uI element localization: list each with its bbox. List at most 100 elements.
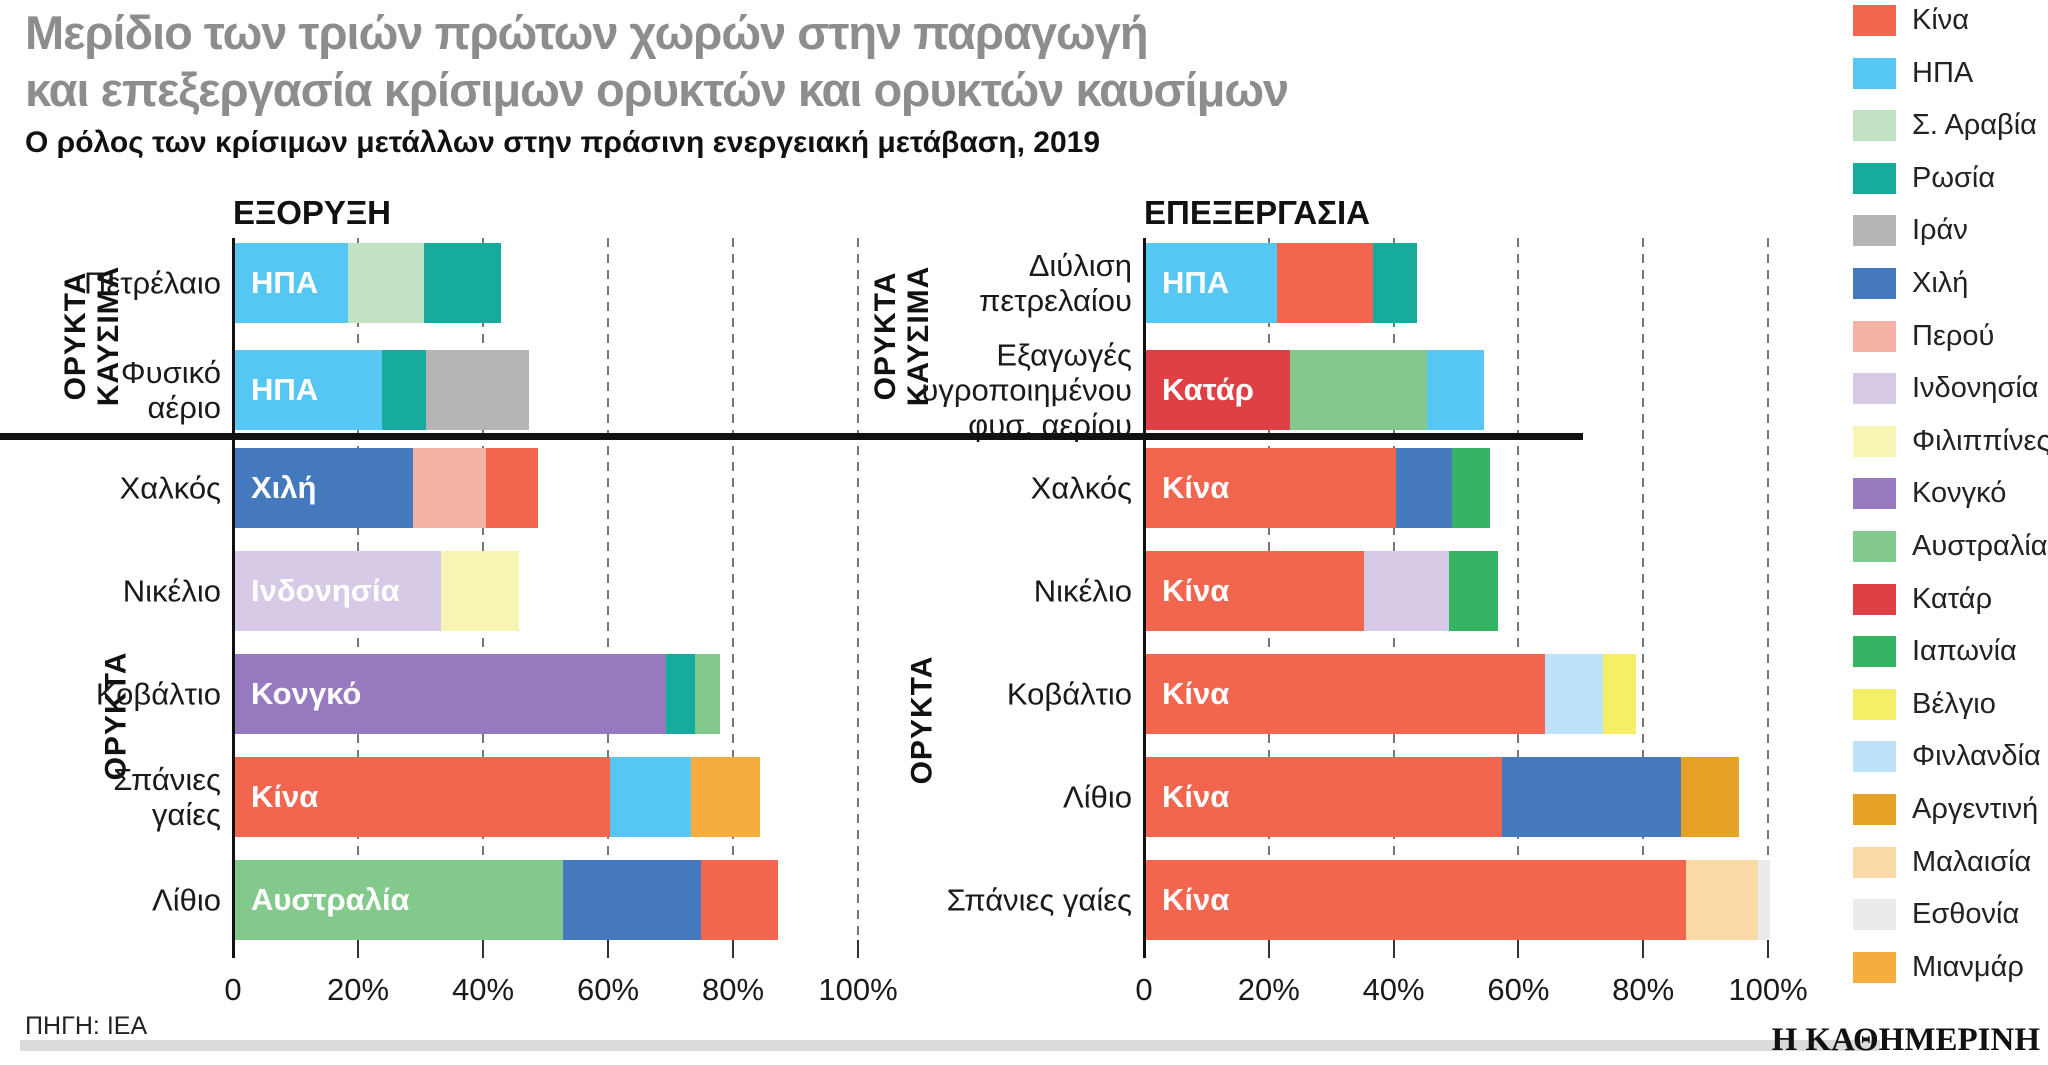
bar-segment-Φινλανδία — [1545, 654, 1603, 734]
bar-row — [235, 860, 778, 940]
footer-rule — [20, 1040, 1880, 1051]
legend-label: Χιλή — [1912, 267, 1969, 299]
bar-inner-label: Κίνα — [1162, 779, 1230, 814]
row-label: Κοβάλτιο — [1006, 676, 1132, 712]
legend-swatch-Περού — [1853, 320, 1896, 352]
bar-segment-Χιλή — [1501, 757, 1682, 837]
page-title: Μερίδιο των τριών πρώτων χωρών στην παρα… — [25, 6, 1289, 117]
gridline — [857, 238, 859, 956]
legend-label: Αυστραλία — [1912, 530, 2048, 562]
axis-tick-label: 100% — [1728, 972, 1808, 1007]
bar-row — [235, 350, 529, 430]
legend-label: Σ. Αραβία — [1912, 109, 2037, 142]
bar-segment-Ιαπωνία — [1451, 448, 1491, 528]
axis-tick — [1267, 940, 1270, 958]
legend-swatch-Ιράν — [1853, 215, 1896, 247]
bar-inner-label: Κίνα — [1162, 882, 1230, 917]
legend-swatch-Κονγκό — [1853, 478, 1896, 510]
axis-tick-label: 80% — [701, 972, 765, 1007]
bar-row — [235, 654, 720, 734]
bar-inner-label: Κίνα — [1162, 676, 1230, 711]
bar-inner-label: ΗΠΑ — [1162, 265, 1230, 300]
section-label: ΟΡΥΚΤΑ — [905, 655, 939, 785]
legend-swatch-Βέλγιο — [1853, 688, 1896, 720]
row-label: Νικέλιο — [1033, 573, 1132, 609]
bar-inner-label: Ινδονησία — [251, 573, 400, 608]
row-label: Σπάνιες γαίες — [946, 882, 1132, 918]
newspaper-logo: Η ΚΑΘΗΜΕΡΙΝΗ — [1771, 1022, 2041, 1058]
bar-inner-label: Χιλή — [251, 470, 317, 505]
legend-swatch-Αυστραλία — [1853, 531, 1896, 562]
row-label: Διύλιση πετρελαίου — [979, 247, 1132, 318]
legend-label: Ιαπωνία — [1912, 635, 2017, 668]
legend-label: Αργεντινή — [1912, 793, 2039, 825]
axis-tick — [1517, 940, 1520, 958]
bar-segment-Ινδονησία — [1364, 551, 1450, 631]
legend-label: Κίνα — [1912, 4, 1970, 36]
bar-row — [235, 757, 760, 837]
legend-label: Ιράν — [1912, 214, 1968, 247]
legend-swatch-Κίνα — [1853, 5, 1896, 36]
bar-row — [235, 448, 539, 528]
legend-label: ΗΠΑ — [1912, 56, 1974, 89]
row-label: Κοβάλτιο — [95, 676, 221, 712]
axis-tick-label: 0 — [224, 972, 242, 1007]
bar-segment-Κατάρ — [1146, 350, 1290, 430]
bar-row — [235, 551, 520, 631]
legend-swatch-Κατάρ — [1853, 583, 1896, 615]
bar-segment-Ρωσία — [424, 243, 502, 323]
legend-label: Κονγκό — [1912, 477, 2007, 510]
bar-inner-label: Κίνα — [1162, 470, 1230, 505]
bar-segment-Αργεντινή — [1681, 757, 1739, 837]
legend-label: Ινδονησία — [1912, 372, 2039, 405]
bar-segment-ΗΠΑ — [1426, 350, 1485, 430]
gridline — [732, 238, 734, 956]
axis-tick — [1392, 940, 1395, 958]
bar-segment-ΗΠΑ — [235, 350, 382, 430]
bar-segment-Εσθονία — [1758, 860, 1770, 940]
source-note: ΠΗΓΗ: ΙΕΑ — [25, 1012, 148, 1040]
row-label: Εξαγωγές υγροποιημένου φυσ. αερίου — [921, 337, 1132, 443]
bar-segment-Ιαπωνία — [1449, 551, 1498, 631]
bar-segment-Κονγκό — [235, 654, 667, 734]
legend-swatch-Σ. Αραβία — [1853, 110, 1896, 142]
bar-inner-label: ΗΠΑ — [251, 372, 319, 407]
legend-swatch-Φιλιππίνες — [1853, 425, 1896, 457]
bar-segment-Χιλή — [1395, 448, 1452, 528]
y-axis-line — [1143, 238, 1146, 958]
axis-tick-label: 40% — [1362, 972, 1425, 1007]
legend-swatch-ΗΠΑ — [1853, 57, 1896, 89]
bar-segment-Κίνα — [1146, 654, 1546, 734]
bar-segment-Κίνα — [1277, 243, 1373, 323]
bar-segment-Αυστραλία — [1289, 350, 1427, 430]
bar-segment-Ρωσία — [666, 654, 695, 734]
row-label: Φυσικό αέριο — [120, 354, 221, 425]
legend-label: Περού — [1912, 319, 1995, 352]
bar-row — [1146, 551, 1498, 631]
chart-title: ΕΞΟΡΥΞΗ — [233, 194, 392, 231]
legend-swatch-Ρωσία — [1853, 162, 1896, 194]
legend-swatch-Εσθονία — [1853, 899, 1896, 931]
bar-row — [1146, 448, 1491, 528]
bar-segment-Κίνα — [1146, 860, 1686, 940]
bar-inner-label: Κίνα — [251, 779, 319, 814]
legend-label: Βέλγιο — [1912, 687, 1996, 720]
axis-tick — [732, 940, 734, 958]
gridline — [607, 238, 609, 956]
row-label: Νικέλιο — [122, 573, 221, 609]
bar-segment-ΗΠΑ — [610, 757, 692, 837]
bar-segment-Κίνα — [700, 860, 778, 940]
bar-segment-Ρωσία — [1372, 243, 1418, 323]
legend-label: Φινλανδία — [1912, 740, 2041, 773]
bar-segment-Ινδονησία — [235, 551, 442, 631]
axis-tick-label: 100% — [818, 972, 898, 1007]
chart-title: ΕΠΕΞΕΡΓΑΣΙΑ — [1144, 194, 1370, 231]
bar-row — [1146, 654, 1636, 734]
legend-label: Μαλαισία — [1912, 845, 2032, 878]
bar-row — [1146, 350, 1485, 430]
gridline — [1642, 238, 1645, 956]
axis-tick-label: 20% — [1237, 972, 1300, 1007]
axis-tick-label: 80% — [1612, 972, 1675, 1007]
bar-segment-Αυστραλία — [695, 654, 720, 734]
